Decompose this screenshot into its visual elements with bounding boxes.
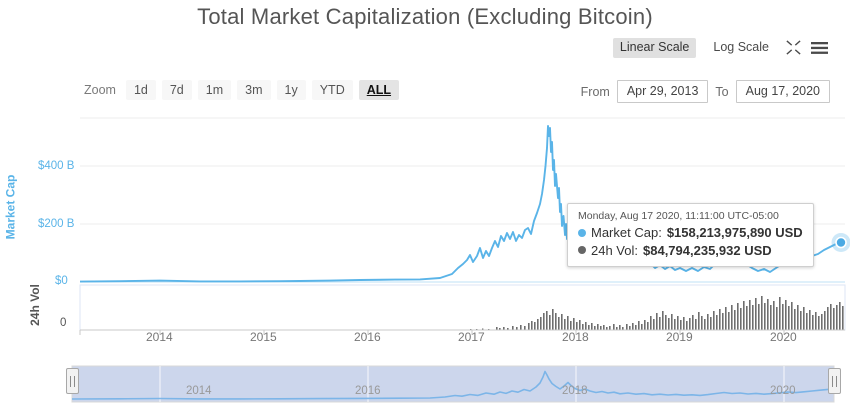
volume-bars xyxy=(470,296,844,330)
zoom-button-ytd[interactable]: YTD xyxy=(311,80,353,101)
zoom-button-7d[interactable]: 7d xyxy=(161,80,192,101)
navigator-series-line xyxy=(71,370,835,400)
navigator-xtick-2018: 2018 xyxy=(562,385,588,397)
ytick-200b: $200 B xyxy=(38,218,75,230)
volume-ytick-0: 0 xyxy=(60,317,67,329)
linear-scale-button[interactable]: Linear Scale xyxy=(612,38,697,58)
log-scale-button[interactable]: Log Scale xyxy=(713,40,769,54)
zoom-button-group: Zoom 1d 7d 1m 3m 1y YTD ALL xyxy=(84,80,400,101)
tooltip-market-cap-label: Market Cap: xyxy=(591,225,662,240)
scale-toggle-group: Linear Scale Log Scale xyxy=(612,38,828,58)
tooltip-volume-label: 24h Vol: xyxy=(591,242,638,258)
date-range-group: From Apr 29, 2013 To Aug 17, 2020 xyxy=(581,80,830,103)
zoom-button-all[interactable]: ALL xyxy=(358,80,400,101)
xtick-2019: 2019 xyxy=(666,330,693,344)
xtick-2020: 2020 xyxy=(770,330,797,344)
market-cap-legend-dot-icon xyxy=(578,228,586,237)
xtick-2017: 2017 xyxy=(458,330,485,344)
xtick-2014: 2014 xyxy=(146,330,173,344)
tooltip-market-cap-value: $158,213,975,890 USD xyxy=(666,225,803,240)
navigator-xtick-2016: 2016 xyxy=(355,385,381,397)
xtick-2015: 2015 xyxy=(250,330,277,344)
tooltip-volume-value: $84,794,235,932 USD xyxy=(643,242,772,258)
ytick-0: $0 xyxy=(55,275,68,287)
navigator-right-handle[interactable] xyxy=(828,368,841,394)
page-title: Total Market Capitalization (Excluding B… xyxy=(197,4,653,29)
volume-legend-dot-icon xyxy=(578,246,586,255)
zoom-button-1d[interactable]: 1d xyxy=(125,80,156,101)
last-point-marker xyxy=(835,236,847,249)
tooltip-row-volume: 24h Vol: $84,794,235,932 USD xyxy=(578,242,803,260)
fullscreen-icon[interactable] xyxy=(786,40,801,55)
xtick-2018: 2018 xyxy=(562,330,589,344)
to-date-input[interactable]: Aug 17, 2020 xyxy=(735,80,830,103)
to-label: To xyxy=(715,84,729,99)
chart-tooltip: Monday, Aug 17 2020, 11:11:00 UTC-05:00 … xyxy=(567,203,814,268)
zoom-button-1y[interactable]: 1y xyxy=(276,80,306,101)
tooltip-row-market-cap: Market Cap: $158,213,975,890 USD xyxy=(578,224,803,242)
from-date-input[interactable]: Apr 29, 2013 xyxy=(616,80,709,103)
navigator[interactable]: 2014 2016 2018 2020 xyxy=(0,358,850,410)
zoom-button-3m[interactable]: 3m xyxy=(237,80,271,101)
xtick-2016: 2016 xyxy=(354,330,381,344)
zoom-label: Zoom xyxy=(84,83,116,98)
ytick-400b: $400 B xyxy=(38,160,75,172)
navigator-xtick-2014: 2014 xyxy=(186,385,212,397)
from-label: From xyxy=(580,84,610,99)
navigator-xtick-2020: 2020 xyxy=(770,385,796,397)
tooltip-timestamp: Monday, Aug 17 2020, 11:11:00 UTC-05:00 xyxy=(578,210,779,222)
hamburger-menu-icon[interactable] xyxy=(811,41,828,55)
navigator-left-handle[interactable] xyxy=(66,368,79,394)
navigator-svg[interactable] xyxy=(0,358,850,410)
zoom-button-1m[interactable]: 1m xyxy=(197,80,232,101)
